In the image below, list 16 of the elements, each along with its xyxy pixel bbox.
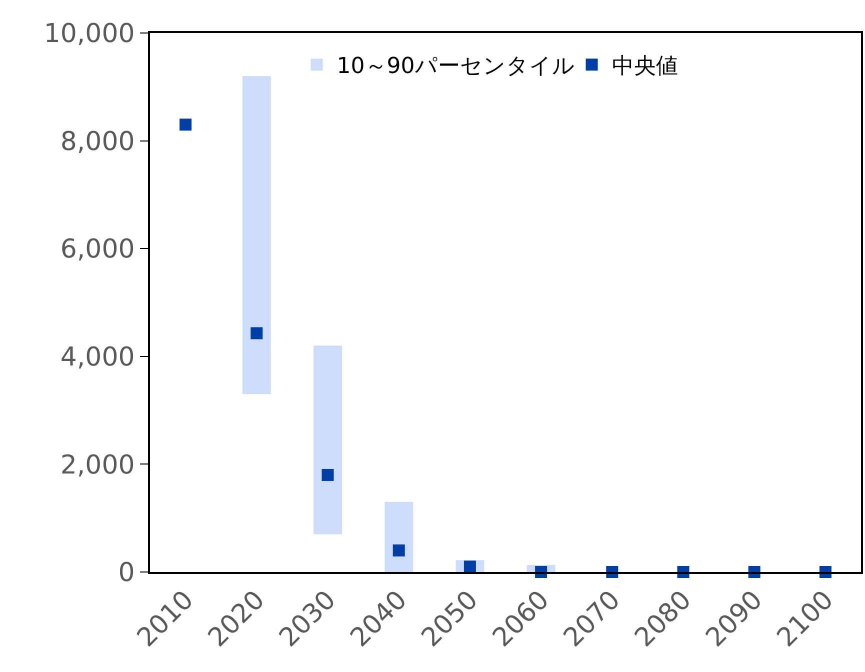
bar — [384, 502, 414, 572]
legend-label: 中央値 — [612, 54, 678, 80]
y-tick-label: 10,000 — [44, 19, 135, 50]
point — [250, 327, 263, 340]
y-tick-label: 8,000 — [60, 126, 135, 157]
point — [322, 468, 334, 481]
y-tick-label: 6,000 — [60, 234, 135, 265]
bar — [314, 346, 342, 534]
y-tick-label: 2,000 — [60, 450, 135, 480]
point — [392, 544, 405, 556]
legend-label: 10～90パーセンタイル — [336, 54, 575, 80]
point — [464, 560, 476, 573]
y-tick-label: 0 — [118, 558, 135, 588]
point — [180, 118, 192, 131]
bar — [242, 76, 271, 394]
y-tick-label: 4,000 — [60, 342, 135, 372]
